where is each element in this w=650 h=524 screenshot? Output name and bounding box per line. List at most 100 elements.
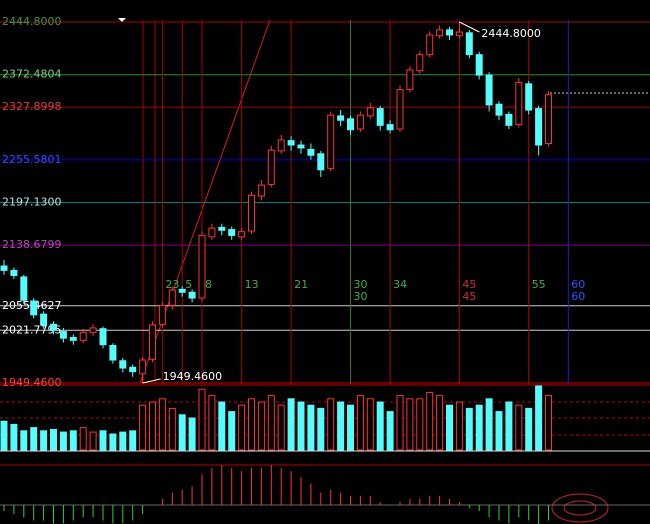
highlight-circle	[551, 493, 609, 523]
candle-body	[277, 139, 285, 152]
candle-body	[396, 89, 404, 130]
volume-bar	[317, 407, 325, 451]
volume-bar	[69, 430, 77, 451]
cycle-label: 45	[462, 278, 476, 291]
volume-bar	[50, 429, 57, 451]
volume-bar	[228, 411, 236, 451]
volume-bar	[20, 430, 28, 451]
volume-bar	[416, 398, 424, 451]
cycle-label: 34	[393, 278, 407, 291]
candle-body	[386, 124, 394, 131]
candle-body	[525, 83, 533, 111]
candle-body	[356, 114, 364, 130]
candle-body	[465, 32, 473, 56]
y-tick-label: 2372.4804	[2, 68, 62, 81]
volume-bar	[525, 407, 533, 451]
volume-bar	[287, 398, 295, 451]
volume-bar	[257, 401, 265, 451]
volume-bar	[475, 404, 483, 451]
candle-body	[337, 115, 345, 121]
volume-bar	[386, 411, 394, 451]
volume-bar	[396, 395, 404, 451]
candle-body	[109, 344, 117, 361]
candle-body	[0, 265, 8, 271]
candle-body	[485, 74, 493, 106]
candle-body	[455, 31, 463, 37]
volume-bar	[208, 395, 216, 451]
candle-body	[149, 324, 156, 360]
candle-body	[267, 149, 275, 185]
volume-bar	[426, 391, 434, 451]
candle-body	[10, 269, 18, 276]
candle-body	[178, 288, 186, 293]
volume-bar	[218, 401, 226, 451]
candle-body	[495, 103, 503, 116]
volume-bar	[297, 401, 305, 451]
volume-bar	[535, 385, 543, 451]
candle-body	[69, 336, 77, 341]
volume-bar	[307, 404, 315, 451]
candle-body	[208, 227, 216, 238]
candle-body	[446, 29, 453, 36]
volume-bar	[198, 388, 206, 451]
candle-body	[307, 148, 315, 156]
volume-bar	[337, 401, 345, 451]
volume-bar	[89, 431, 97, 451]
candle-body	[406, 69, 414, 91]
candle-body	[248, 194, 255, 232]
volume-bar	[79, 427, 87, 451]
volume-bar	[178, 414, 186, 451]
candle-body	[50, 323, 57, 331]
candle-body	[317, 153, 325, 171]
volume-bar	[485, 398, 493, 451]
volume-bar	[327, 398, 335, 451]
candle-body	[30, 300, 38, 316]
volume-bar	[366, 398, 374, 451]
annotation-leader	[142, 378, 161, 384]
volume-bar	[267, 395, 275, 451]
marker	[118, 18, 126, 22]
candle-body	[436, 29, 444, 37]
annotation: 1949.4600	[163, 370, 223, 383]
candle-body	[475, 54, 483, 76]
annotation: 2444.8000	[481, 27, 541, 40]
volume-bar	[446, 404, 453, 451]
volume-bar	[248, 398, 255, 451]
cycle-label: 60	[571, 278, 585, 291]
candle-body	[327, 114, 335, 169]
volume-bar	[0, 420, 8, 451]
highlight-circle	[563, 500, 597, 516]
candle-body	[188, 291, 196, 299]
candle-body	[40, 313, 48, 326]
candle-body	[347, 118, 354, 131]
candle-body	[297, 144, 305, 149]
candle-body	[366, 107, 374, 117]
volume-bar	[277, 404, 285, 451]
volume-bar	[376, 401, 384, 451]
candle-body	[505, 113, 513, 126]
candle-body	[515, 81, 523, 126]
volume-bar	[515, 404, 523, 451]
cycle-label: 45	[462, 290, 476, 303]
cycle-label: 23	[165, 278, 179, 291]
candle-body	[376, 108, 384, 126]
cycle-label: 30	[354, 290, 368, 303]
candle-body	[79, 331, 87, 341]
volume-bar	[347, 404, 354, 451]
volume-bar	[158, 398, 166, 451]
candle-body	[287, 140, 295, 146]
volume-bar	[505, 401, 513, 451]
cycle-label: 21	[294, 278, 308, 291]
candle-body	[198, 234, 206, 299]
candle-body	[218, 226, 226, 231]
volume-bar	[109, 433, 117, 451]
y-tick-label: 1949.4600	[2, 376, 62, 389]
volume-bar	[30, 427, 38, 451]
volume-bar	[10, 423, 18, 451]
candle-body	[89, 327, 97, 333]
annotation-leader	[459, 21, 480, 33]
y-tick-label: 2021.7795	[2, 323, 62, 336]
candle-body	[535, 108, 543, 146]
candle-body	[119, 360, 127, 369]
